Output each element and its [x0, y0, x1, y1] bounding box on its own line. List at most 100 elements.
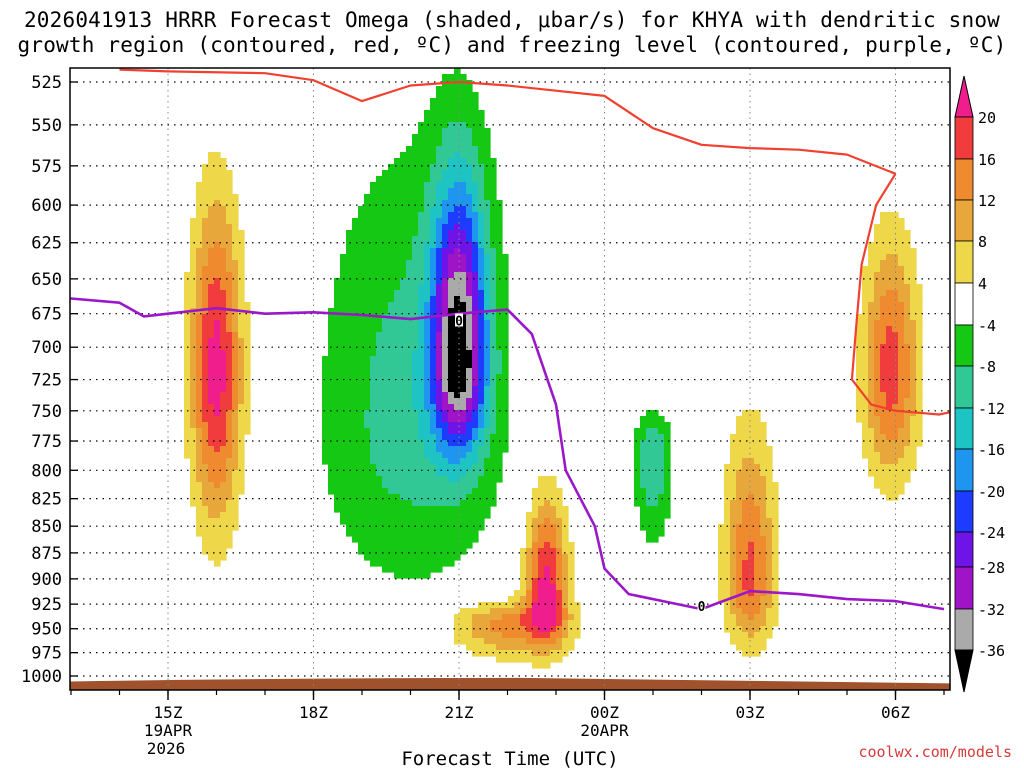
omega-cell: [238, 242, 245, 249]
omega-cell: [490, 416, 497, 423]
omega-cell: [418, 398, 425, 405]
omega-cell: [412, 146, 419, 153]
omega-cell: [328, 464, 335, 471]
omega-cell: [550, 572, 557, 579]
omega-cell: [208, 392, 215, 399]
omega-cell: [334, 410, 341, 417]
omega-cell: [394, 410, 401, 417]
omega-cell: [478, 272, 485, 279]
omega-cell: [238, 482, 245, 489]
omega-cell: [400, 488, 407, 495]
omega-cell: [556, 620, 563, 627]
omega-cell: [226, 488, 233, 495]
omega-cell: [460, 398, 467, 405]
omega-cell: [196, 506, 203, 513]
omega-cell: [382, 290, 389, 297]
omega-cell: [448, 380, 455, 387]
omega-cell: [880, 392, 887, 399]
omega-cell: [658, 464, 665, 471]
omega-cell: [418, 200, 425, 207]
omega-cell: [214, 176, 221, 183]
omega-cell: [886, 296, 893, 303]
omega-cell: [736, 584, 743, 591]
omega-cell: [358, 464, 365, 471]
omega-cell: [436, 314, 443, 321]
omega-cell: [646, 464, 653, 471]
omega-cell: [556, 500, 563, 507]
omega-cell: [220, 278, 227, 285]
omega-cell: [502, 614, 509, 621]
omega-cell: [370, 434, 377, 441]
omega-cell: [568, 632, 575, 639]
omega-cell: [736, 458, 743, 465]
omega-cell: [388, 488, 395, 495]
omega-cell: [190, 392, 197, 399]
omega-cell: [496, 356, 503, 363]
omega-cell: [406, 512, 413, 519]
omega-cell: [232, 404, 239, 411]
omega-cell: [208, 338, 215, 345]
omega-cell: [202, 230, 209, 237]
omega-cell: [400, 368, 407, 375]
omega-cell: [442, 218, 449, 225]
omega-cell: [448, 410, 455, 417]
omega-cell: [730, 506, 737, 513]
omega-cell: [370, 548, 377, 555]
omega-cell: [394, 446, 401, 453]
omega-cell: [406, 350, 413, 357]
omega-cell: [550, 620, 557, 627]
omega-cell: [502, 656, 509, 663]
omega-cell: [346, 386, 353, 393]
omega-cell: [538, 578, 545, 585]
omega-cell: [556, 560, 563, 567]
omega-cell: [418, 320, 425, 327]
omega-cell: [388, 434, 395, 441]
omega-cell: [340, 458, 347, 465]
omega-cell: [406, 392, 413, 399]
omega-cell: [466, 530, 473, 537]
omega-cell: [244, 344, 251, 351]
omega-cell: [454, 206, 461, 213]
omega-cell: [394, 434, 401, 441]
omega-cell: [742, 494, 749, 501]
omega-cell: [394, 326, 401, 333]
omega-cell: [736, 632, 743, 639]
omega-cell: [472, 98, 479, 105]
omega-cell: [466, 440, 473, 447]
omega-cell: [430, 302, 437, 309]
omega-cell: [400, 410, 407, 417]
omega-cell: [472, 206, 479, 213]
omega-cell: [484, 434, 491, 441]
omega-cell: [226, 458, 233, 465]
omega-cell: [466, 320, 473, 327]
omega-cell: [448, 440, 455, 447]
omega-cell: [340, 296, 347, 303]
omega-cell: [478, 164, 485, 171]
omega-cell: [478, 362, 485, 369]
omega-cell: [448, 422, 455, 429]
omega-cell: [358, 482, 365, 489]
omega-cell: [190, 272, 197, 279]
omega-cell: [472, 290, 479, 297]
omega-cell: [904, 254, 911, 261]
omega-cell: [490, 500, 497, 507]
omega-cell: [412, 506, 419, 513]
omega-cell: [232, 338, 239, 345]
omega-cell: [538, 602, 545, 609]
omega-cell: [202, 176, 209, 183]
omega-cell: [910, 254, 917, 261]
omega-cell: [412, 404, 419, 411]
omega-cell: [436, 146, 443, 153]
omega-cell: [358, 404, 365, 411]
omega-cell: [376, 338, 383, 345]
omega-cell: [460, 170, 467, 177]
omega-cell: [424, 392, 431, 399]
omega-cell: [424, 200, 431, 207]
omega-cell: [724, 602, 731, 609]
omega-cell: [424, 320, 431, 327]
omega-cell: [724, 572, 731, 579]
omega-cell: [400, 332, 407, 339]
omega-cell: [388, 410, 395, 417]
omega-cell: [370, 518, 377, 525]
omega-cell: [898, 452, 905, 459]
